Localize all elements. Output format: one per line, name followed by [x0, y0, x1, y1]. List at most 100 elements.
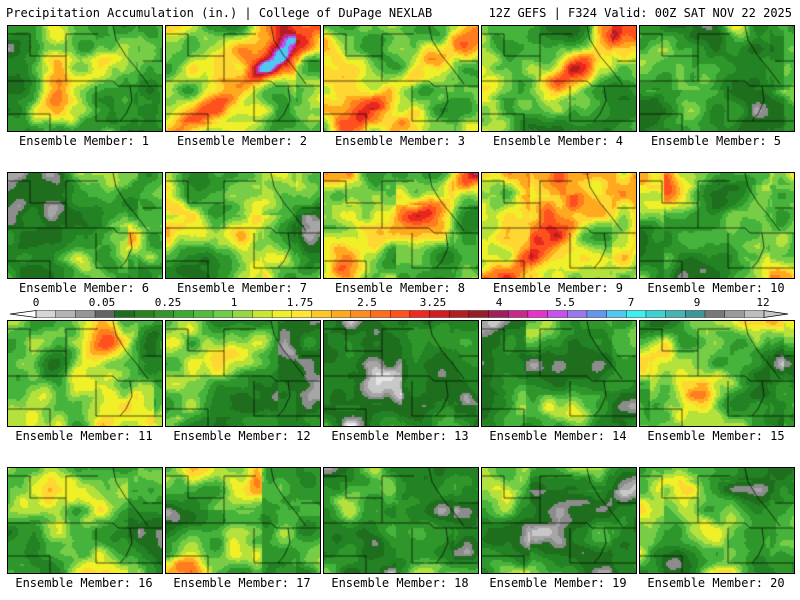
member-number: 4 [608, 134, 624, 148]
precipitation-field [166, 26, 320, 131]
precipitation-field [166, 468, 320, 573]
colorbar-swatch [252, 310, 273, 318]
ensemble-member-map[interactable] [165, 320, 321, 427]
member-number: 11 [130, 429, 153, 443]
colorbar-swatch [389, 310, 411, 318]
colorbar-swatch [173, 310, 194, 318]
colorbar-swatch [744, 310, 765, 318]
ensemble-member-label: Ensemble Member: 18 [321, 576, 479, 590]
member-label-prefix: Ensemble Member: [331, 429, 447, 443]
colorbar-swatch [527, 310, 549, 318]
ensemble-member-label: Ensemble Member: 16 [5, 576, 163, 590]
chart-title: Precipitation Accumulation (in.) | Colle… [6, 6, 433, 20]
ensemble-member-map[interactable] [323, 25, 479, 132]
member-label-prefix: Ensemble Member: [18, 281, 135, 295]
member-label-prefix: Ensemble Member: [492, 281, 609, 295]
ensemble-member-map[interactable] [323, 320, 479, 427]
ensemble-member-label: Ensemble Member: 9 [479, 281, 637, 295]
member-number: 10 [762, 281, 785, 295]
colorbar-swatch [665, 310, 686, 318]
member-label-prefix: Ensemble Member: [489, 576, 605, 590]
precipitation-field [8, 173, 162, 278]
colorbar-swatch [468, 310, 490, 318]
colorbar-swatch [409, 310, 431, 318]
colorbar-tick-label: 0.05 [88, 296, 116, 309]
ensemble-member-map[interactable] [7, 25, 163, 132]
colorbar-tick-label: 3.25 [419, 296, 447, 309]
precipitation-field [8, 321, 162, 426]
precipitation-field [482, 468, 636, 573]
precipitation-field [640, 173, 794, 278]
colorbar-swatch [212, 310, 234, 318]
ensemble-member-label: Ensemble Member: 14 [479, 429, 637, 443]
colorbar-swatch [429, 310, 450, 318]
member-number: 8 [450, 281, 466, 295]
member-label-prefix: Ensemble Member: [647, 429, 763, 443]
colorbar-tick-label: 1 [230, 296, 238, 309]
precipitation-field [324, 26, 478, 131]
ensemble-member-label: Ensemble Member: 5 [637, 134, 795, 148]
ensemble-member-map[interactable] [639, 467, 795, 574]
precipitation-field [640, 468, 794, 573]
ensemble-member-map[interactable] [639, 25, 795, 132]
colorbar-swatch [626, 310, 647, 318]
colorbar-swatch [94, 310, 116, 318]
precipitation-field [482, 173, 636, 278]
colorbar-tick-label: 5.5 [555, 296, 575, 309]
colorbar-swatch [724, 310, 745, 318]
member-label-prefix: Ensemble Member: [647, 576, 763, 590]
ensemble-member-map[interactable] [7, 467, 163, 574]
ensemble-member-map[interactable] [639, 320, 795, 427]
member-number: 14 [604, 429, 627, 443]
ensemble-member-label: Ensemble Member: 6 [5, 281, 163, 295]
ensemble-member-label: Ensemble Member: 4 [479, 134, 637, 148]
colorbar-swatch [291, 310, 312, 318]
ensemble-member-map[interactable] [639, 172, 795, 279]
colorbar-tick-label: 12 [756, 296, 770, 309]
ensemble-member-map[interactable] [323, 172, 479, 279]
ensemble-member-map[interactable] [7, 172, 163, 279]
ensemble-member-label: Ensemble Member: 17 [163, 576, 321, 590]
member-label-prefix: Ensemble Member: [334, 281, 451, 295]
colorbar-swatch [567, 310, 588, 318]
precipitation-field [8, 26, 162, 131]
ensemble-member-map[interactable] [481, 25, 637, 132]
colorbar-tick-label: 9 [693, 296, 701, 309]
member-label-prefix: Ensemble Member: [176, 281, 293, 295]
member-label-prefix: Ensemble Member: [173, 429, 289, 443]
colorbar-tick-label: 7 [627, 296, 635, 309]
member-number: 18 [446, 576, 469, 590]
ensemble-member-map[interactable] [481, 172, 637, 279]
ensemble-member-map[interactable] [165, 467, 321, 574]
ensemble-member-label: Ensemble Member: 11 [5, 429, 163, 443]
precipitation-field [324, 468, 478, 573]
colorbar-swatch [586, 310, 608, 318]
colorbar-tick-label: 2.5 [357, 296, 377, 309]
ensemble-member-map[interactable] [165, 25, 321, 132]
precipitation-field [324, 321, 478, 426]
colorbar-swatch [232, 310, 253, 318]
member-number: 1 [134, 134, 150, 148]
colorbar: 0 0.05 0.25 1 1.75 2.5 3.25 4 5.5 7 9 12 [0, 296, 800, 318]
ensemble-member-label: Ensemble Member: 1 [5, 134, 163, 148]
member-number: 2 [292, 134, 308, 148]
colorbar-swatch [35, 310, 57, 318]
member-label-prefix: Ensemble Member: [15, 429, 131, 443]
ensemble-member-label: Ensemble Member: 10 [637, 281, 795, 295]
precipitation-field [482, 26, 636, 131]
colorbar-swatch [488, 310, 509, 318]
colorbar-swatch [153, 310, 175, 318]
colorbar-swatch [75, 310, 96, 318]
colorbar-swatch [193, 310, 214, 318]
precipitation-field [640, 321, 794, 426]
member-number: 9 [608, 281, 624, 295]
colorbar-swatch [114, 310, 135, 318]
ensemble-member-map[interactable] [7, 320, 163, 427]
colorbar-tick-label: 1.75 [286, 296, 314, 309]
member-number: 19 [604, 576, 627, 590]
ensemble-member-map[interactable] [165, 172, 321, 279]
model-run-label: 12Z GEFS | F324 Valid: 00Z SAT NOV 22 20… [488, 6, 792, 20]
ensemble-member-map[interactable] [481, 320, 637, 427]
ensemble-member-map[interactable] [481, 467, 637, 574]
ensemble-member-map[interactable] [323, 467, 479, 574]
